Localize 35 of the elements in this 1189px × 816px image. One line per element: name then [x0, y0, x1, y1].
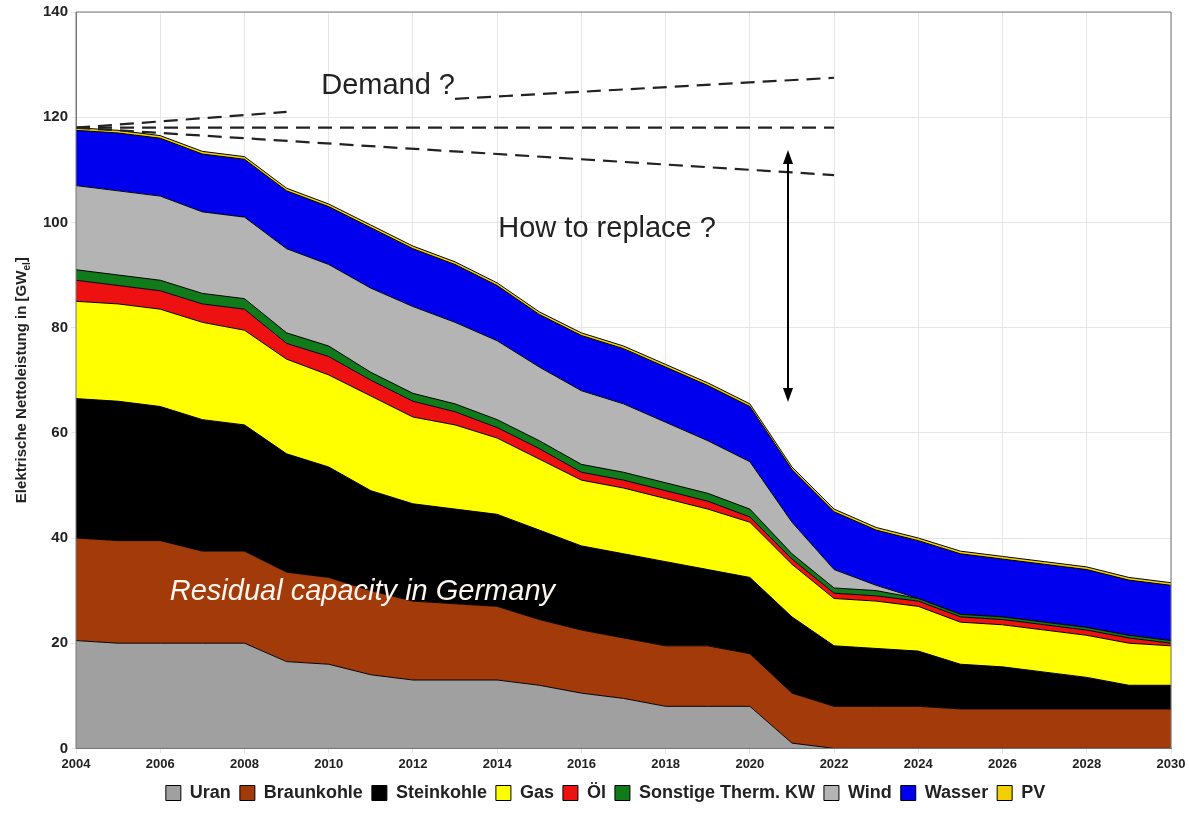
- x-tick-label: 2014: [482, 755, 513, 771]
- legend-label: Sonstige Therm. KW: [638, 781, 815, 802]
- y-tick-label: 20: [51, 633, 69, 651]
- legend-label: Wasser: [924, 781, 989, 802]
- annotation: Demand ?: [321, 67, 455, 100]
- x-tick-label: 2016: [566, 755, 596, 771]
- legend-label: Öl: [586, 781, 606, 802]
- y-tick-label: 100: [43, 212, 69, 230]
- legend-label: PV: [1021, 781, 1046, 802]
- x-tick-label: 2004: [61, 755, 92, 771]
- annotation: Residual capacity in Germany: [169, 574, 557, 607]
- legend-label: Braunkohle: [263, 781, 363, 802]
- x-tick-label: 2008: [230, 755, 259, 771]
- x-tick-label: 2020: [735, 755, 765, 771]
- x-tick-label: 2026: [988, 755, 1017, 771]
- x-tick-label: 2012: [398, 755, 428, 771]
- y-tick-label: 0: [59, 738, 69, 756]
- legend-label: Steinkohle: [395, 781, 487, 802]
- legend-label: Uran: [189, 781, 231, 802]
- y-axis-title: Elektrische Nettoleistung in [GWel]: [12, 257, 32, 504]
- y-tick-label: 140: [43, 2, 69, 20]
- legend-label: Gas: [519, 781, 554, 802]
- x-tick-label: 2018: [651, 755, 681, 771]
- legend-label: Wind: [847, 781, 892, 802]
- x-tick-label: 2022: [819, 755, 849, 771]
- y-tick-label: 120: [43, 107, 69, 125]
- x-tick-label: 2010: [314, 755, 344, 771]
- x-tick-label: 2006: [145, 755, 175, 771]
- y-tick-label: 80: [51, 317, 69, 335]
- y-tick-label: 60: [51, 422, 69, 440]
- x-tick-label: 2030: [1156, 755, 1186, 771]
- annotation: How to replace ?: [498, 211, 716, 244]
- y-tick-label: 40: [51, 528, 69, 546]
- x-tick-label: 2024: [903, 755, 934, 771]
- x-tick-label: 2028: [1072, 755, 1102, 771]
